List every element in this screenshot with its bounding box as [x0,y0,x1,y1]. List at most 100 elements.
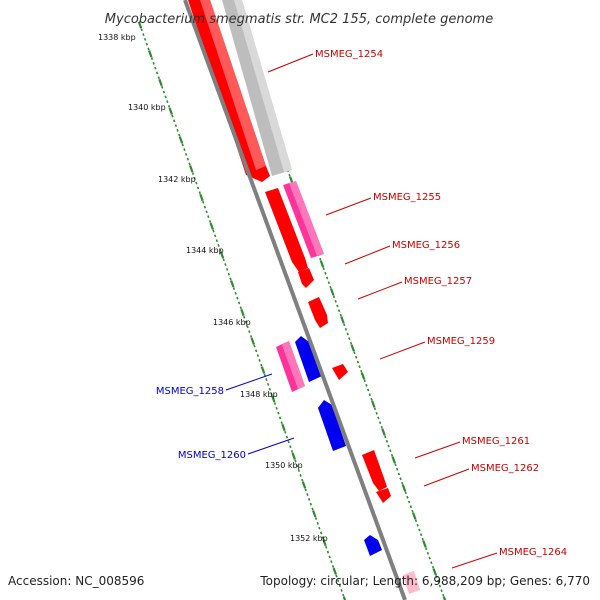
minor-tick [435,575,438,579]
minor-tick [349,341,353,345]
gene-label-msmeg-1256[interactable]: MSMEG_1256 [392,240,460,251]
minor-tick [154,66,157,70]
minor-tick [248,330,251,334]
gene-label-msmeg-1257[interactable]: MSMEG_1257 [404,276,472,287]
minor-tick [431,565,435,569]
minor-tick [366,388,370,392]
minor-tick [378,421,382,425]
minor-tick [385,439,389,443]
minor-tick [174,124,178,128]
cds-msmeg-1259[interactable] [332,364,348,380]
minor-tick [373,407,377,411]
minor-tick [319,531,323,535]
gene-label-msmeg-1264[interactable]: MSMEG_1264 [499,547,567,558]
minor-tick [346,332,349,336]
minor-tick [344,327,348,331]
major-tick [412,512,417,520]
cds-msmeg-1261[interactable] [362,450,387,491]
minor-tick [338,584,342,588]
minor-tick [326,550,330,554]
gene-label-msmeg-1258[interactable]: MSMEG_1258 [156,386,224,397]
minor-tick [401,481,404,485]
minor-tick [428,556,431,560]
minor-tick [404,491,407,495]
accession-text: Accession: NC_008596 [8,574,145,588]
minor-tick [321,536,324,540]
minor-tick [319,257,322,261]
minor-tick [207,215,210,219]
feature-msmeg-1264[interactable] [403,571,420,594]
minor-tick [227,272,230,276]
minor-tick [183,148,186,151]
minor-tick [229,277,232,281]
cds-msmeg-1255[interactable] [265,188,308,272]
minor-tick [380,425,383,429]
topology-text: Topology: circular; Length: 6,988,209 bp… [260,574,590,588]
minor-tick [425,547,428,551]
major-tick [158,78,163,87]
major-tick [350,344,355,352]
major-tick [340,316,345,324]
minor-tick [387,444,390,448]
major-tick [319,260,325,268]
minor-tick [167,105,171,108]
minor-tick [438,584,442,588]
minor-tick [336,304,339,308]
minor-tick [224,263,227,266]
minor-tick [296,464,299,468]
minor-tick [225,267,229,271]
gene-label-msmeg-1254[interactable]: MSMEG_1254 [315,49,383,60]
minor-tick [266,382,270,386]
cds-msmeg-1257[interactable] [308,297,328,328]
gene-label-msmeg-1255[interactable]: MSMEG_1255 [373,192,441,203]
minor-tick [143,37,147,41]
minor-tick [294,459,297,463]
genome-backbone [183,0,407,600]
major-tick [330,288,335,296]
kbp-label: 1340 kbp [128,103,166,112]
minor-tick [330,560,333,564]
minor-tick [195,181,198,185]
cds-msmeg-1262[interactable] [376,488,391,503]
major-tick [250,337,255,345]
major-tick [271,395,276,403]
major-tick [189,165,194,173]
minor-tick [191,172,195,175]
minor-tick [363,379,366,383]
gene-label-msmeg-1261[interactable]: MSMEG_1261 [462,436,530,447]
minor-tick [173,119,176,123]
minor-tick [304,488,307,492]
kbp-label: 1350 kbp [265,461,303,470]
minor-tick [239,306,242,310]
major-tick [291,452,296,460]
cds-msmeg-1254-shade [200,0,266,170]
minor-tick [196,186,200,190]
map-title: Mycobacterium smegmatis str. MC2 155, co… [105,12,493,27]
cds-msmeg-1263[interactable] [364,535,382,556]
minor-tick [348,337,351,341]
minor-tick [162,90,166,94]
minor-tick [358,365,361,369]
minor-tick [365,383,368,387]
minor-tick [186,157,189,161]
gene-label-msmeg-1259[interactable]: MSMEG_1259 [427,336,495,347]
minor-tick [325,545,328,549]
minor-tick [414,519,418,523]
minor-tick [176,129,179,132]
major-tick [332,567,337,575]
minor-tick [184,152,188,156]
major-tick [401,484,407,492]
gene-label-msmeg-1262[interactable]: MSMEG_1262 [471,463,539,474]
minor-tick [407,500,411,504]
cds-msmeg-1258[interactable] [295,336,322,382]
cds-msmeg-1260[interactable] [318,400,346,451]
minor-tick [215,239,219,243]
kbp-label: 1348 kbp [240,390,278,399]
gene-label-msmeg-1260[interactable]: MSMEG_1260 [178,450,246,461]
minor-tick [297,469,301,473]
minor-tick [426,551,430,555]
cds-msmeg-1256[interactable] [298,268,314,288]
minor-tick [243,315,246,319]
minor-tick [397,472,401,476]
minor-tick [208,220,212,223]
